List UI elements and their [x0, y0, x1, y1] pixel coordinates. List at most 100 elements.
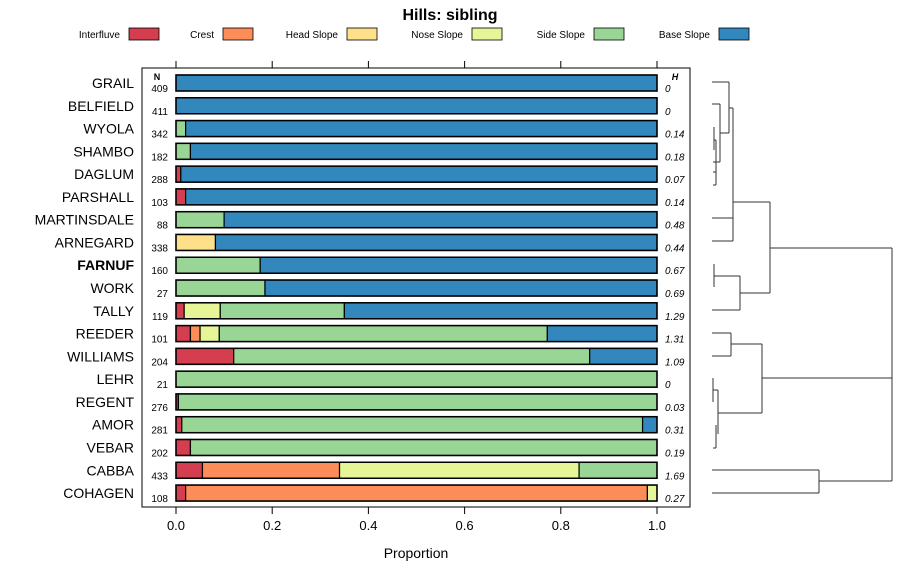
bar-segment-base-slope — [185, 188, 658, 206]
h-value: 0.19 — [665, 448, 685, 459]
row-label: SHAMBO — [73, 143, 134, 159]
bar-segment-crest — [185, 484, 648, 502]
bar-segment-base-slope — [175, 74, 658, 92]
h-value: 0 — [665, 84, 671, 95]
n-value: 160 — [151, 266, 168, 277]
bar-segment-interfluve — [175, 416, 183, 434]
bar-segment-head-slope — [175, 233, 217, 252]
h-value: 0 — [665, 380, 671, 391]
x-tick-label: 0.8 — [552, 518, 570, 533]
row-label: COHAGEN — [63, 485, 134, 501]
n-value: 409 — [151, 84, 168, 95]
n-value: 202 — [151, 448, 168, 459]
bar-outline — [175, 484, 658, 502]
n-value: 119 — [152, 312, 168, 323]
bar-outline — [175, 233, 658, 252]
bar-segment-side-slope — [233, 347, 591, 365]
row-label: GRAIL — [92, 75, 134, 91]
n-value: 281 — [151, 426, 168, 437]
bar-outline — [175, 210, 658, 229]
row-label: DAGLUM — [74, 166, 134, 182]
h-value: 1.31 — [665, 335, 684, 346]
h-value: 1.09 — [665, 357, 685, 368]
h-value: 1.29 — [665, 312, 685, 323]
n-value: 433 — [151, 471, 168, 482]
row-label: MARTINSDALE — [35, 212, 134, 228]
bar-segment-side-slope — [218, 324, 548, 343]
bar-segment-base-slope — [214, 233, 658, 252]
legend-swatch — [222, 27, 254, 41]
bar-outline — [175, 188, 658, 206]
bar-outline — [175, 302, 658, 320]
n-value: 101 — [151, 335, 168, 346]
n-value: 342 — [151, 130, 168, 141]
bar-segment-side-slope — [175, 370, 658, 388]
chart-title: Hills: sibling — [402, 7, 497, 24]
bar-segment-base-slope — [185, 119, 658, 138]
row-label: PARSHALL — [62, 189, 134, 205]
bar-outline — [175, 279, 658, 297]
x-tick-label: 0.2 — [263, 518, 281, 533]
row-label: REEDER — [76, 326, 134, 342]
h-value: 0.31 — [665, 426, 684, 437]
legend-label: Side Slope — [537, 30, 586, 41]
x-axis-label: Proportion — [384, 545, 449, 561]
bar-segment-base-slope — [223, 211, 658, 229]
row-label: ARNEGARD — [55, 234, 134, 250]
h-value: 0.44 — [665, 243, 685, 254]
h-value: 1.69 — [665, 471, 685, 482]
bar-segment-side-slope — [189, 438, 658, 457]
bar-segment-base-slope — [175, 97, 658, 115]
x-tick-label: 0.0 — [167, 518, 185, 533]
row-labels: GRAIL 409 0 BELFIELD 411 0 WYOLA 342 0.14 SHAMBO 1… — [35, 75, 685, 505]
plot-frame — [141, 67, 691, 508]
bar-segment-base-slope — [589, 347, 658, 365]
n-value: 21 — [157, 380, 169, 391]
bar-segment-side-slope — [578, 461, 658, 479]
h-value: 0.67 — [665, 266, 685, 277]
n-value: 411 — [152, 107, 168, 118]
row-label: TALLY — [93, 303, 134, 319]
bar-segment-side-slope — [181, 416, 644, 434]
bar-segment-side-slope — [175, 256, 261, 274]
bar-outline — [175, 142, 658, 161]
legend-swatch — [718, 27, 750, 41]
n-header: N — [154, 72, 161, 82]
bar-segment-nose-slope — [183, 302, 221, 320]
legend-label: Nose Slope — [411, 30, 463, 41]
h-value: 0.07 — [665, 175, 685, 186]
h-value: 0.14 — [665, 198, 685, 209]
n-value: 182 — [151, 152, 168, 163]
h-value: 0.18 — [665, 152, 685, 163]
bar-outline — [175, 415, 658, 434]
n-value: 338 — [151, 243, 168, 254]
bar-segment-interfluve — [175, 188, 187, 206]
legend-swatch — [593, 27, 625, 41]
row-label: WYOLA — [83, 121, 134, 137]
bar-segment-nose-slope — [199, 324, 220, 343]
legend-swatch — [128, 27, 160, 41]
row-label: WILLIAMS — [67, 348, 134, 364]
row-label: WORK — [90, 280, 134, 296]
bar-segment-side-slope — [177, 393, 658, 411]
bar-segment-crest — [201, 461, 341, 479]
legend-swatch — [346, 27, 378, 41]
bar-outline — [175, 256, 658, 274]
row-label: VEBAR — [87, 439, 134, 455]
n-value: 88 — [157, 221, 169, 232]
bar-segment-interfluve — [175, 484, 187, 502]
x-tick-label: 0.6 — [456, 518, 474, 533]
row-label: LEHR — [97, 371, 134, 387]
bar-segment-side-slope — [175, 279, 266, 297]
row-label: REGENT — [76, 394, 135, 410]
n-value: 27 — [157, 289, 169, 300]
bar-outline — [175, 324, 658, 343]
n-value: 288 — [151, 175, 168, 186]
bars — [175, 74, 658, 502]
bar-outline — [175, 347, 658, 366]
bar-segment-base-slope — [180, 165, 658, 183]
bar-segment-nose-slope — [646, 484, 658, 502]
bar-outline — [175, 438, 658, 457]
